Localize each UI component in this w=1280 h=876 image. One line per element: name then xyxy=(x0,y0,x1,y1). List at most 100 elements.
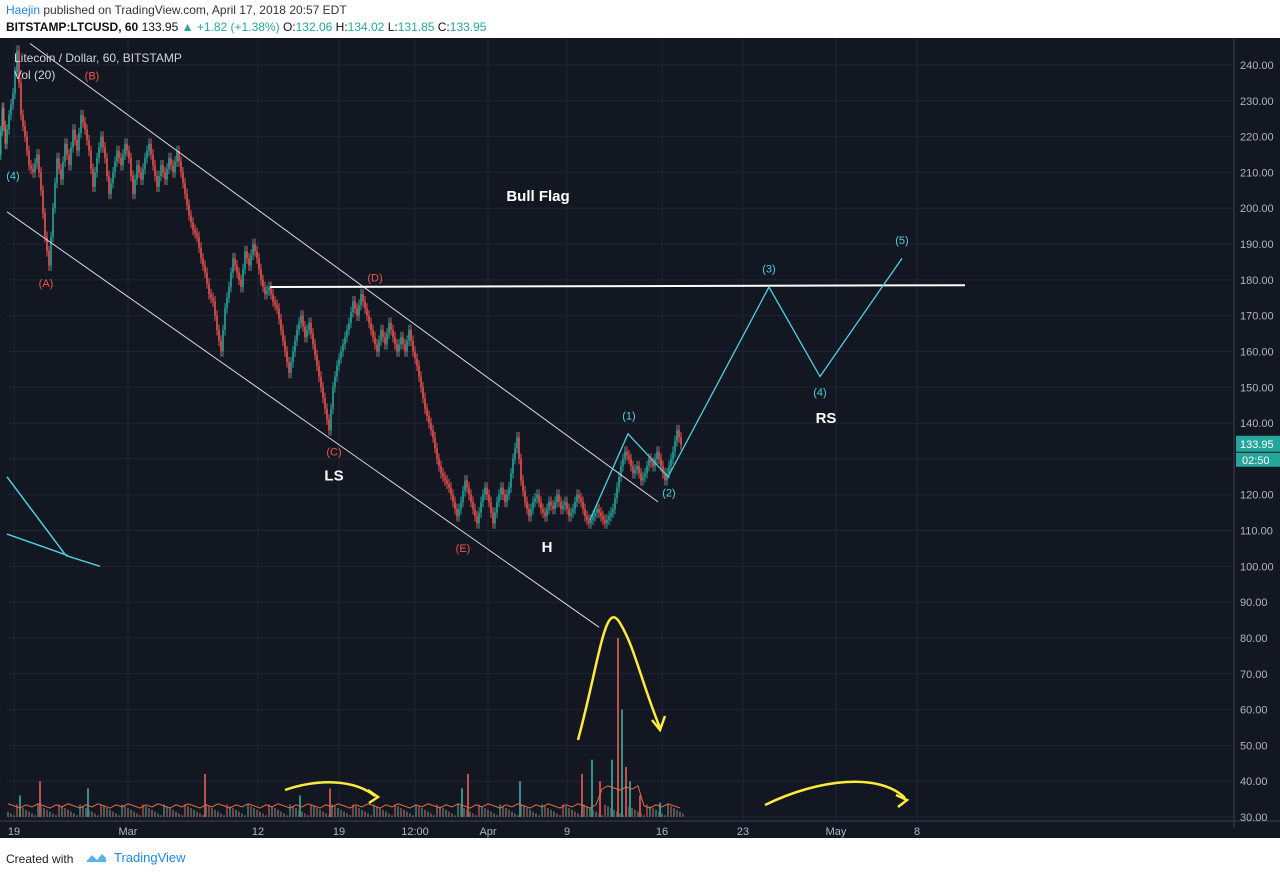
candle-body xyxy=(318,365,320,377)
candle-body xyxy=(48,251,50,266)
candle-body xyxy=(338,358,340,366)
candle-body xyxy=(146,150,148,159)
candle-body xyxy=(100,136,102,148)
candle-body xyxy=(12,93,14,105)
candle-body xyxy=(658,451,660,459)
candle-body xyxy=(228,287,230,298)
candle-body xyxy=(440,466,442,474)
candle-body xyxy=(632,466,634,474)
candle-body xyxy=(328,419,330,431)
candle-body xyxy=(374,337,376,345)
candle-body xyxy=(26,136,28,151)
corrective-wave-label: (C) xyxy=(326,446,341,458)
candle-body xyxy=(450,487,452,495)
candle-body xyxy=(22,115,24,126)
candle-body xyxy=(442,473,444,477)
candle-body xyxy=(524,491,526,502)
candle-body xyxy=(170,158,172,166)
candle-body xyxy=(596,509,598,513)
candle-body xyxy=(646,466,648,474)
candle-body xyxy=(594,512,596,517)
candle-body xyxy=(406,340,408,352)
chart-header: Haejin published on TradingView.com, Apr… xyxy=(0,0,1280,36)
candle-body xyxy=(186,193,188,205)
candle-body xyxy=(608,516,610,520)
candle-body xyxy=(334,376,336,388)
candle-body xyxy=(504,494,506,502)
candle-body xyxy=(18,50,20,83)
candle-body xyxy=(508,487,510,495)
candle-body xyxy=(314,344,316,356)
candle-body xyxy=(412,340,414,352)
candle-body xyxy=(674,441,676,452)
candle-body xyxy=(216,315,218,330)
candle-body xyxy=(206,272,208,284)
candle-body xyxy=(388,322,390,334)
candle-body xyxy=(342,344,344,352)
time-tick-label: 16 xyxy=(656,826,668,838)
candle-body xyxy=(44,213,46,237)
candle-body xyxy=(256,251,258,259)
price-tick-label: 60.00 xyxy=(1240,705,1268,717)
candle-body xyxy=(610,512,612,517)
candle-body xyxy=(546,509,548,517)
candle-body xyxy=(324,398,326,409)
tradingview-link[interactable]: TradingView xyxy=(114,850,186,865)
candle-body xyxy=(192,222,194,230)
candle-body xyxy=(182,172,184,184)
candle-body xyxy=(32,168,34,173)
price-tick-label: 190.00 xyxy=(1240,239,1274,251)
candle-body xyxy=(458,509,460,517)
candle-body xyxy=(136,165,138,180)
candle-body xyxy=(408,329,410,341)
candle-body xyxy=(178,150,180,162)
candle-body xyxy=(106,158,108,177)
candle-body xyxy=(138,165,140,173)
candle-body xyxy=(366,308,368,316)
candle-body xyxy=(194,229,196,234)
volume-indicator-label: Vol (20) xyxy=(14,68,55,82)
high-label: H: xyxy=(335,20,348,34)
candle-body xyxy=(190,215,192,223)
candle-body xyxy=(212,297,214,302)
candle-body xyxy=(474,509,476,517)
candle-body xyxy=(386,333,388,345)
time-tick-label: 19 xyxy=(8,826,20,838)
corrective-wave-label: (B) xyxy=(85,70,100,82)
close-value: 133.95 xyxy=(449,20,487,34)
candle-body xyxy=(72,129,74,148)
candle-body xyxy=(236,265,238,273)
candle-body xyxy=(70,147,72,166)
candle-body xyxy=(34,163,36,173)
candle-body xyxy=(274,301,276,305)
candle-body xyxy=(414,351,416,359)
candle-body xyxy=(130,158,132,177)
candle-body xyxy=(88,140,90,151)
price-tick-label: 30.00 xyxy=(1240,812,1268,824)
candle-body xyxy=(542,509,544,513)
candle-body xyxy=(304,326,306,338)
candle-body xyxy=(634,469,636,474)
candle-body xyxy=(78,133,80,151)
candle-body xyxy=(118,150,120,159)
candle-body xyxy=(66,143,68,155)
candle-body xyxy=(470,494,472,502)
candle-body xyxy=(250,254,252,266)
candle-body xyxy=(480,501,482,513)
author-link[interactable]: Haejin xyxy=(6,3,41,17)
candle-body xyxy=(158,176,160,187)
candle-body xyxy=(284,340,286,352)
chart-area[interactable]: 30.00 40.00 50.00 60.00 70.00 80.00 90.00 100.0… xyxy=(0,38,1280,838)
footer: Created with TradingView xyxy=(0,838,1280,876)
candle-body xyxy=(30,165,32,169)
time-tick-label: 23 xyxy=(737,826,749,838)
candle-body xyxy=(392,329,394,338)
candle-body xyxy=(134,179,136,194)
candle-body xyxy=(554,501,556,510)
candle-body xyxy=(286,351,288,363)
candle-body xyxy=(160,165,162,177)
candle-body xyxy=(312,333,314,345)
volume-spike-highlight xyxy=(576,616,662,741)
candle-body xyxy=(506,494,508,502)
candle-body xyxy=(482,494,484,502)
